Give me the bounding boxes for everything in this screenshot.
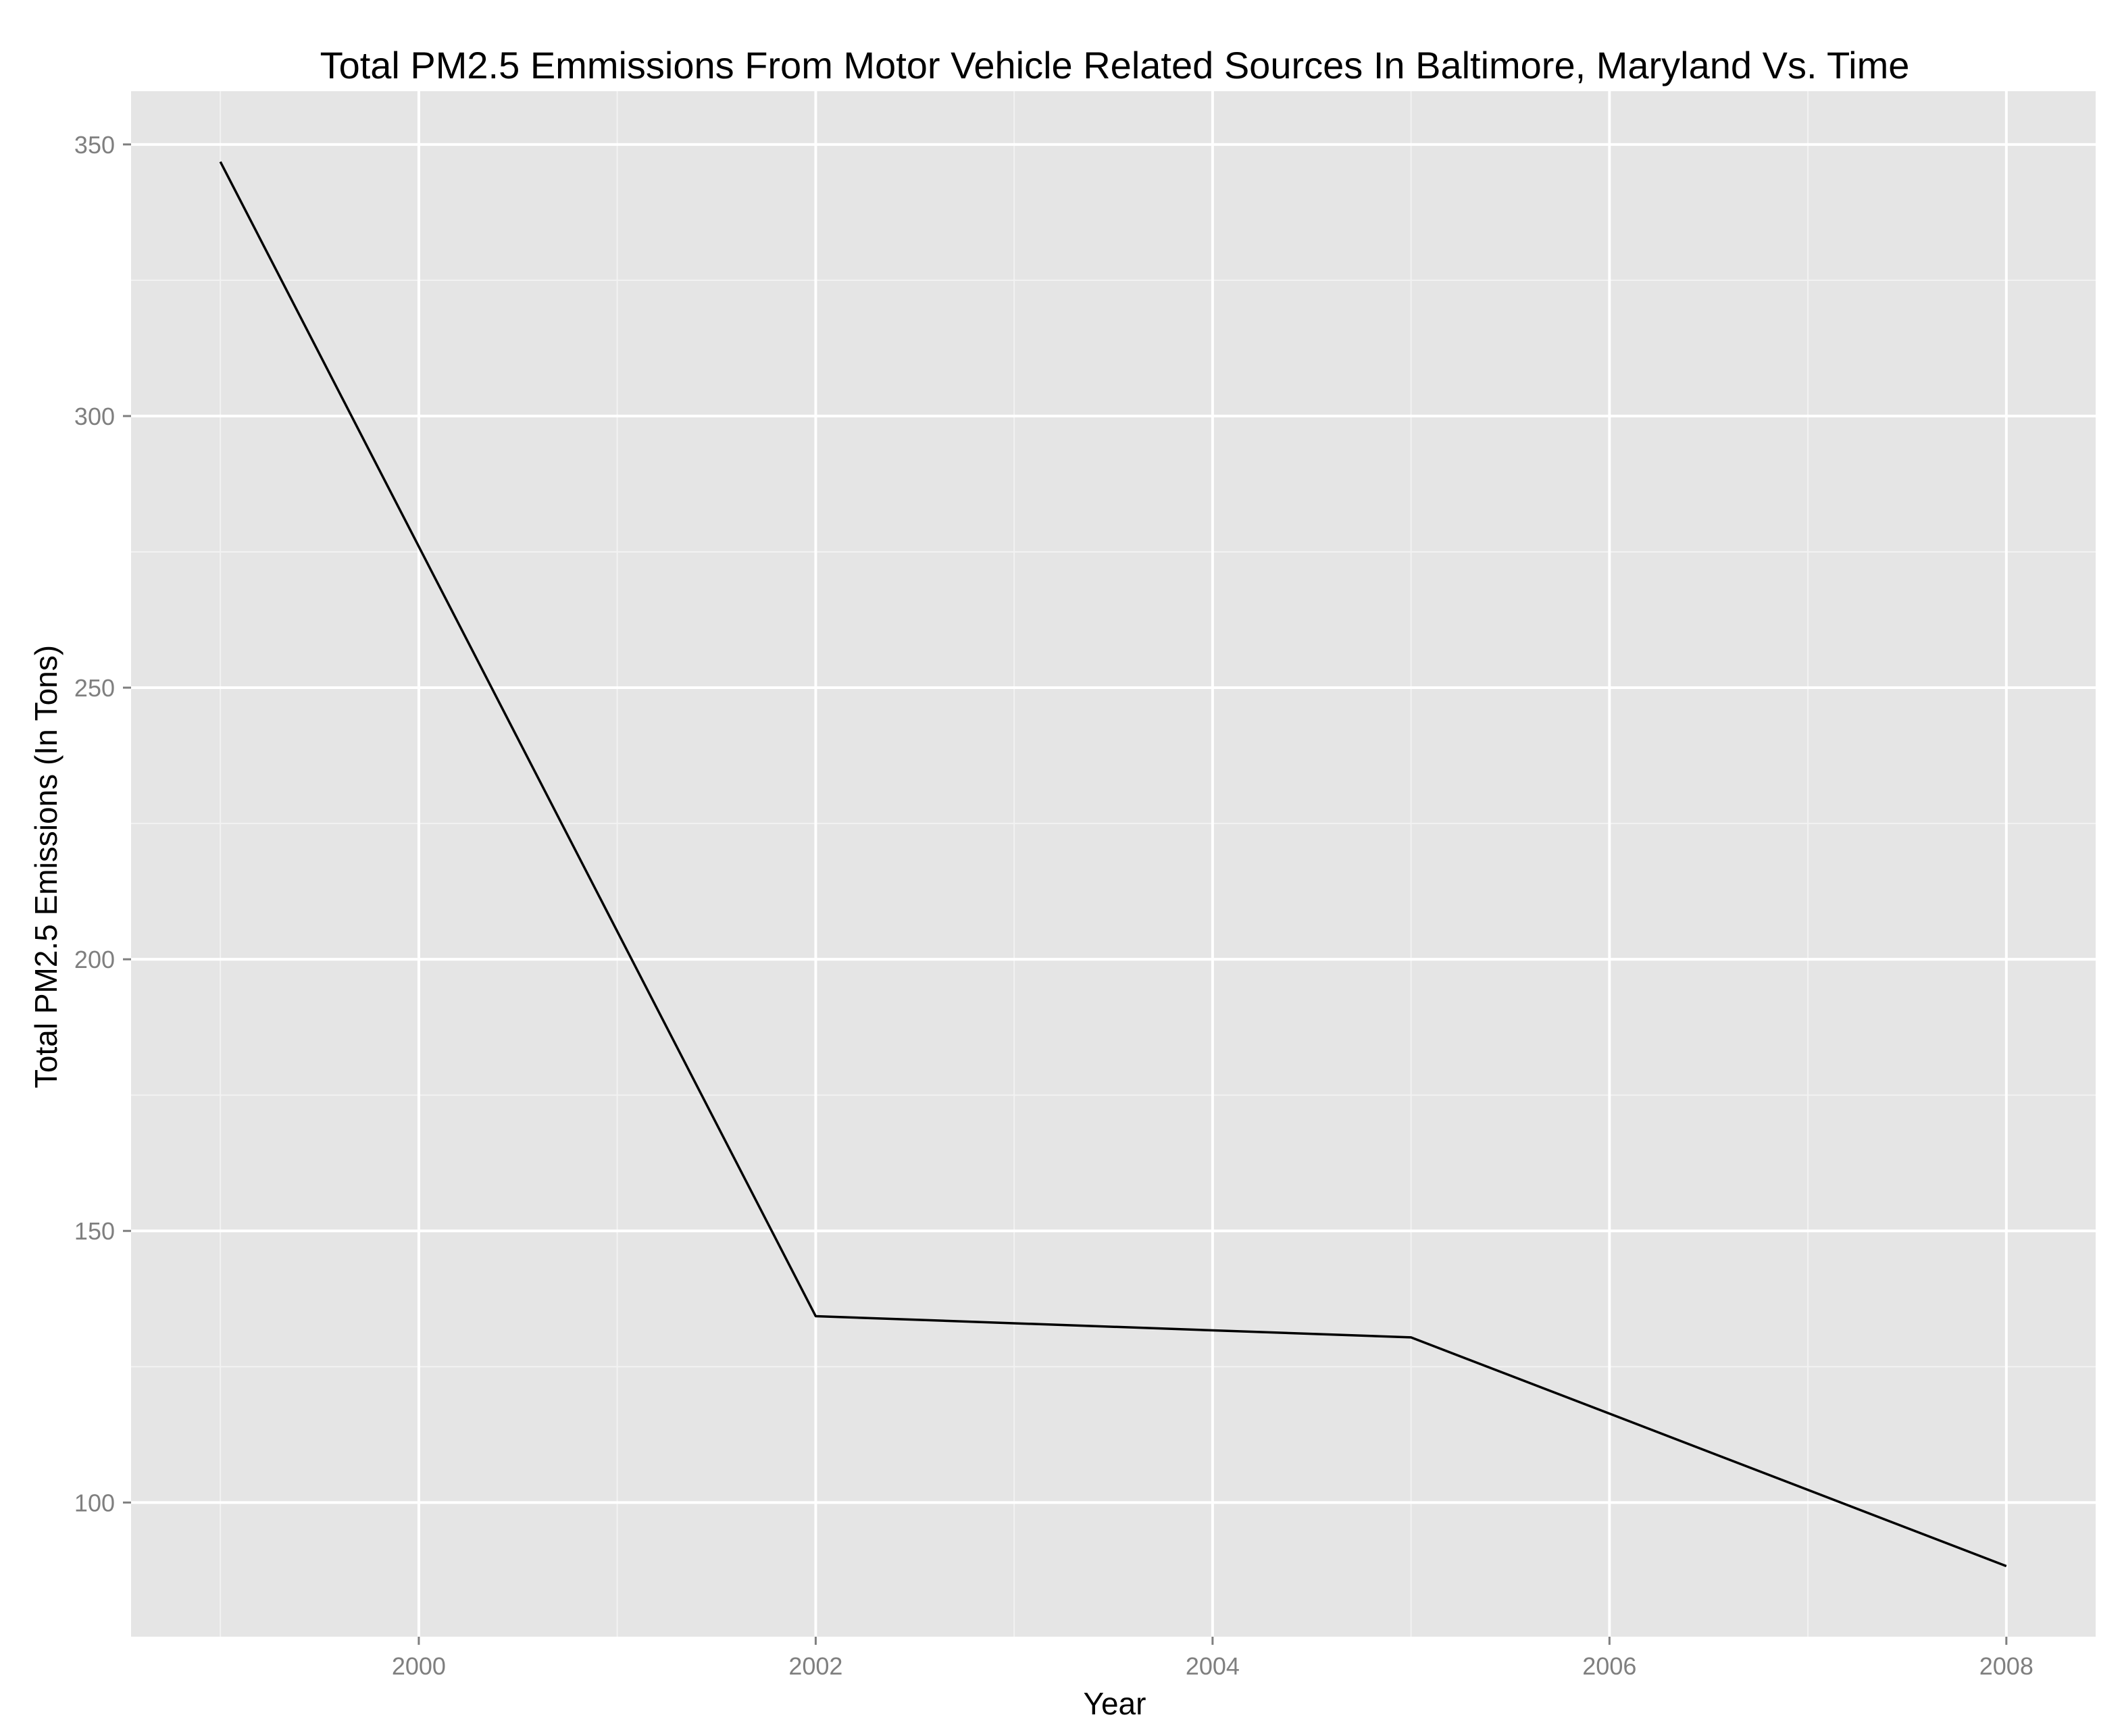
x-tick-label: 2008 (1979, 1652, 2033, 1680)
y-tick-label: 200 (74, 946, 115, 973)
x-tick-label: 2004 (1186, 1652, 1240, 1680)
y-tick-label: 250 (74, 674, 115, 702)
y-axis: 100 150 200 250 300 350 (74, 131, 131, 1516)
y-tick-label: 350 (74, 131, 115, 159)
x-tick-label: 2006 (1582, 1652, 1636, 1680)
minor-gridlines (131, 91, 2096, 1637)
series-line (219, 161, 2007, 1568)
major-gridlines (131, 91, 2096, 1637)
x-tick-label: 2002 (788, 1652, 842, 1680)
y-tick-label: 100 (74, 1489, 115, 1516)
chart-title: Total PM2.5 Emmissions From Motor Vehicl… (320, 44, 1910, 86)
y-tick-label: 150 (74, 1217, 115, 1245)
y-axis-title: Total PM2.5 Emissions (In Tons) (28, 645, 64, 1088)
x-tick-label: 2000 (392, 1652, 446, 1680)
series-group (219, 161, 2007, 1568)
plot-panel (131, 91, 2096, 1637)
x-axis-title: Year (1084, 1686, 1146, 1721)
y-tick-label: 300 (74, 403, 115, 430)
x-axis: 2000 2002 2004 2006 2008 (392, 1637, 2033, 1680)
